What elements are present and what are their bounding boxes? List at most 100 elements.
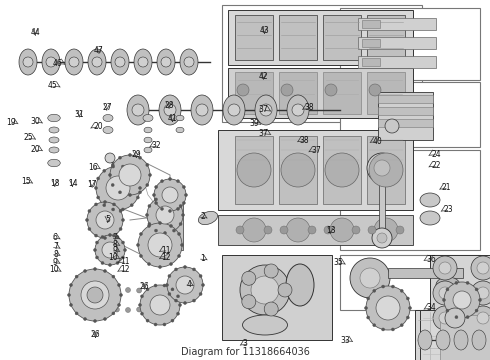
- Circle shape: [156, 206, 174, 224]
- Text: 20: 20: [30, 145, 40, 154]
- Ellipse shape: [157, 49, 175, 75]
- Circle shape: [367, 153, 397, 183]
- Bar: [222, 5, 422, 122]
- Circle shape: [439, 262, 451, 274]
- Circle shape: [382, 328, 385, 331]
- Circle shape: [286, 218, 310, 242]
- Circle shape: [94, 248, 97, 252]
- Circle shape: [237, 84, 249, 96]
- Circle shape: [114, 288, 120, 293]
- Text: 8: 8: [53, 250, 58, 258]
- Circle shape: [163, 284, 166, 287]
- Circle shape: [85, 219, 89, 221]
- Circle shape: [442, 298, 445, 302]
- Circle shape: [477, 262, 489, 274]
- Bar: [388, 268, 463, 278]
- Circle shape: [120, 293, 122, 297]
- Bar: [378, 95, 433, 103]
- Circle shape: [139, 303, 142, 306]
- Circle shape: [180, 243, 183, 247]
- Text: 28: 28: [164, 101, 174, 110]
- Bar: [430, 255, 490, 340]
- Ellipse shape: [49, 127, 59, 133]
- Circle shape: [122, 256, 124, 259]
- Bar: [323, 72, 361, 114]
- Ellipse shape: [472, 330, 486, 350]
- Text: 6: 6: [53, 233, 58, 242]
- Text: Diagram for 11318664036: Diagram for 11318664036: [180, 347, 310, 357]
- Ellipse shape: [103, 126, 113, 134]
- Circle shape: [373, 324, 376, 327]
- Bar: [440, 315, 490, 360]
- Circle shape: [97, 303, 101, 309]
- Circle shape: [105, 153, 115, 163]
- Circle shape: [139, 186, 142, 189]
- Bar: [235, 15, 273, 60]
- Text: 37: 37: [311, 146, 321, 155]
- Text: 9: 9: [113, 246, 118, 255]
- Circle shape: [240, 265, 290, 315]
- Circle shape: [374, 160, 390, 176]
- Circle shape: [280, 226, 288, 234]
- Circle shape: [466, 316, 469, 319]
- Circle shape: [138, 223, 182, 267]
- Circle shape: [46, 57, 56, 67]
- Circle shape: [373, 289, 376, 292]
- Ellipse shape: [49, 147, 59, 153]
- Circle shape: [237, 153, 271, 187]
- Circle shape: [196, 104, 208, 116]
- Bar: [362, 39, 380, 47]
- Circle shape: [292, 104, 304, 116]
- Circle shape: [168, 292, 171, 296]
- Text: 42: 42: [259, 72, 269, 81]
- Circle shape: [179, 222, 182, 225]
- Bar: [415, 310, 483, 360]
- Circle shape: [471, 281, 490, 305]
- Circle shape: [111, 184, 114, 186]
- Circle shape: [181, 213, 185, 216]
- Circle shape: [118, 284, 121, 287]
- Circle shape: [140, 233, 143, 235]
- Circle shape: [475, 309, 478, 312]
- Text: 33: 33: [341, 336, 350, 345]
- Circle shape: [108, 174, 112, 176]
- Circle shape: [128, 194, 131, 197]
- Circle shape: [96, 211, 114, 229]
- Circle shape: [242, 218, 266, 242]
- Text: 10: 10: [49, 266, 59, 274]
- Circle shape: [116, 235, 119, 239]
- Circle shape: [368, 226, 376, 234]
- Bar: [367, 72, 405, 114]
- Text: 17: 17: [87, 180, 97, 189]
- Bar: [340, 150, 480, 250]
- Circle shape: [360, 268, 380, 288]
- Circle shape: [103, 201, 106, 203]
- Circle shape: [409, 306, 412, 310]
- Bar: [222, 255, 332, 340]
- Circle shape: [112, 312, 115, 315]
- Bar: [218, 215, 413, 245]
- Ellipse shape: [198, 211, 218, 225]
- Circle shape: [90, 297, 95, 302]
- Circle shape: [162, 187, 178, 203]
- Circle shape: [154, 198, 157, 201]
- Circle shape: [377, 233, 387, 243]
- Circle shape: [116, 261, 119, 265]
- Circle shape: [146, 163, 149, 166]
- Circle shape: [95, 234, 98, 237]
- Circle shape: [471, 256, 490, 280]
- Circle shape: [174, 299, 177, 302]
- Circle shape: [106, 176, 130, 200]
- Circle shape: [119, 228, 122, 230]
- Text: 13: 13: [326, 226, 336, 235]
- Circle shape: [158, 221, 162, 225]
- Circle shape: [477, 312, 489, 324]
- Circle shape: [171, 288, 174, 291]
- Text: 24: 24: [431, 150, 441, 158]
- Bar: [340, 82, 480, 147]
- Circle shape: [444, 282, 480, 318]
- Ellipse shape: [65, 49, 83, 75]
- Bar: [235, 72, 273, 114]
- Text: 35: 35: [333, 258, 343, 267]
- Text: 16: 16: [88, 163, 98, 172]
